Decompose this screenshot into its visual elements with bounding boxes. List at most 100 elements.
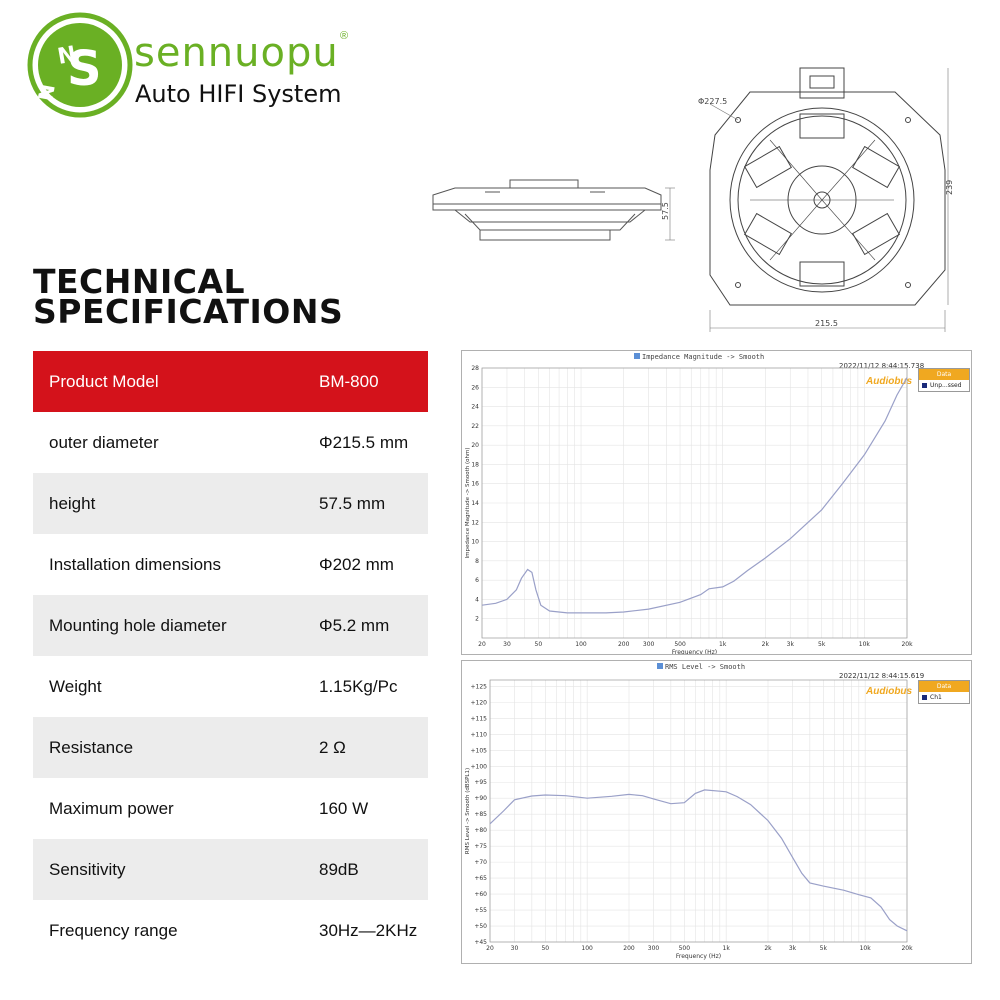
spec-label: Maximum power [49, 798, 174, 818]
spec-label: Weight [49, 676, 102, 696]
y-tick-label: +90 [474, 795, 487, 802]
chart-title: RMS Level -> Smooth [657, 663, 745, 671]
x-tick-label: 1k [723, 945, 731, 952]
chart-legend: Data Ch1 [918, 680, 970, 704]
y-tick-label: +110 [471, 731, 488, 738]
spec-row: Weight 1.15Kg/Pc [33, 656, 428, 717]
x-tick-label: 200 [618, 641, 630, 648]
y-tick-label: 4 [475, 596, 479, 603]
sennuopu-logo: N S N [27, 12, 133, 118]
y-tick-label: 20 [471, 442, 479, 449]
spec-value: Φ5.2 mm [319, 615, 390, 635]
legend-swatch [922, 695, 927, 700]
chart-timestamp: 2022/11/12 8:44:15.619 [839, 672, 925, 680]
chart-icon [634, 353, 640, 359]
x-tick-label: 20k [901, 945, 913, 952]
spec-value: 57.5 mm [319, 493, 386, 513]
y-tick-label: 8 [475, 558, 479, 565]
svg-text:S: S [67, 41, 102, 97]
spl-chart: RMS Level -> Smooth 2022/11/12 8:44:15.6… [461, 660, 972, 964]
x-tick-label: 5k [818, 641, 826, 648]
y-tick-label: 12 [471, 519, 479, 526]
y-tick-label: 24 [471, 404, 479, 411]
x-tick-label: 20k [901, 641, 913, 648]
spec-value: 2 Ω [319, 737, 346, 757]
section-title-line2: SPECIFICATIONS [33, 292, 344, 331]
x-tick-label: 1k [719, 641, 727, 648]
spec-row: Resistance 2 Ω [33, 717, 428, 778]
spec-row: Installation dimensions Φ202 mm [33, 534, 428, 595]
series-line [489, 789, 908, 932]
legend-entry: Ch1 [919, 692, 969, 703]
x-tick-label: 300 [643, 641, 655, 648]
spec-label: Product Model [49, 371, 159, 391]
y-tick-label: 14 [471, 500, 479, 507]
y-tick-label: 26 [471, 384, 479, 391]
spec-table: Product Model BM-800 outer diameter Φ215.5 … [33, 351, 428, 961]
front-height-label: 239 [945, 180, 954, 195]
spl-plot: +45 +50 +55 +60 +65 +70 +75 +80 +85 +90 +95 +100 +10… [465, 679, 913, 960]
x-axis-label: Frequency (Hz) [672, 649, 717, 654]
y-tick-label: +50 [474, 923, 487, 930]
x-tick-label: 100 [575, 641, 587, 648]
side-height-label: 57.5 [661, 202, 670, 220]
front-width-label: 215.5 [815, 319, 838, 328]
y-tick-label: +95 [474, 779, 487, 786]
x-tick-label: 20 [486, 945, 494, 952]
spec-label: Resistance [49, 737, 134, 757]
x-tick-label: 30 [511, 945, 519, 952]
spec-row: Sensitivity 89dB [33, 839, 428, 900]
spec-value: 1.15Kg/Pc [319, 676, 398, 696]
legend-header: Data [919, 369, 969, 380]
y-tick-label: 18 [471, 461, 479, 468]
y-tick-label: 16 [471, 481, 479, 488]
y-tick-label: +70 [474, 859, 487, 866]
spec-label: Installation dimensions [49, 554, 221, 574]
y-axis-label: Impedance Magnitude -> Smooth (ohm) [465, 447, 471, 558]
y-tick-label: +85 [474, 811, 487, 818]
x-tick-label: 300 [648, 945, 660, 952]
y-tick-label: +45 [474, 939, 487, 946]
y-tick-label: 10 [471, 539, 479, 546]
y-tick-label: 22 [471, 423, 479, 430]
section-title-line1: TECHNICAL [33, 262, 246, 301]
chart-icon [657, 663, 663, 669]
y-tick-label: +65 [474, 875, 487, 882]
brand-tagline: Auto HIFI System [135, 80, 342, 108]
spec-row: Mounting hole diameter Φ5.2 mm [33, 595, 428, 656]
front-view-drawing: Φ227.5 239 215.5 [698, 67, 954, 332]
y-tick-label: +100 [471, 763, 488, 770]
spec-value: 160 W [319, 798, 369, 818]
audiobus-watermark: Audiobus [866, 376, 913, 387]
spec-label: Frequency range [49, 920, 178, 940]
series-line [481, 377, 908, 614]
x-tick-label: 100 [581, 945, 593, 952]
spec-label: outer diameter [49, 432, 159, 452]
y-tick-label: +55 [474, 907, 487, 914]
legend-entry: Unp...ssed [919, 380, 969, 391]
x-tick-label: 3k [789, 945, 797, 952]
x-tick-label: 3k [787, 641, 795, 648]
chart-legend: Data Unp...ssed [918, 368, 970, 392]
x-tick-label: 10k [859, 641, 871, 648]
x-tick-label: 200 [623, 945, 635, 952]
y-tick-label: +105 [471, 747, 488, 754]
y-tick-label: 28 [471, 365, 479, 372]
x-tick-label: 2k [762, 641, 770, 648]
legend-swatch [922, 383, 927, 388]
registered-mark: ® [340, 30, 349, 42]
x-tick-label: 50 [541, 945, 549, 952]
y-tick-label: +60 [474, 891, 487, 898]
spec-value: 30Hz—2KHz [319, 920, 418, 940]
y-tick-label: 2 [475, 616, 479, 623]
x-tick-label: 30 [503, 641, 511, 648]
impedance-chart: Impedance Magnitude -> Smooth 2022/11/12… [461, 350, 972, 655]
spec-row: height 57.5 mm [33, 473, 428, 534]
spec-value: 89dB [319, 859, 359, 879]
x-axis-label: Frequency (Hz) [676, 953, 721, 960]
spec-label: Mounting hole diameter [49, 615, 227, 635]
spec-label: Sensitivity [49, 859, 126, 879]
x-tick-label: 5k [820, 945, 828, 952]
x-tick-label: 500 [679, 945, 691, 952]
